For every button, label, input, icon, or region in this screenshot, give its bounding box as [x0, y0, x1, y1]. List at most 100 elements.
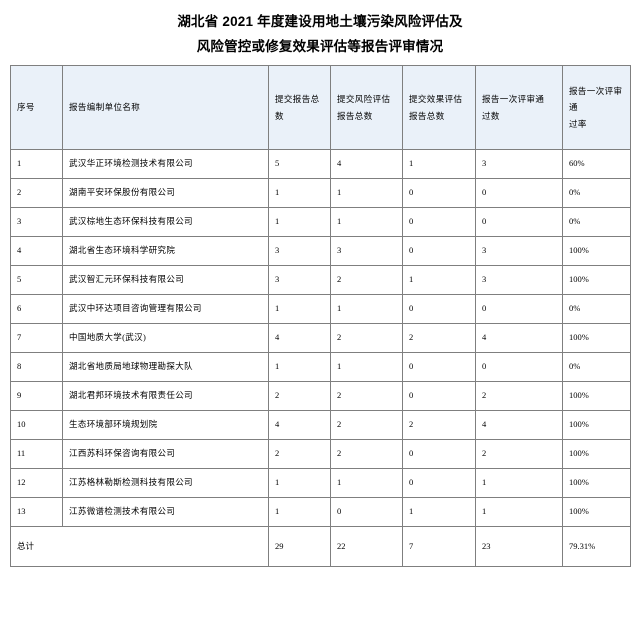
cell-first-pass-count: 1 — [475, 468, 563, 498]
cell-unit-name: 湖北省地质局地球物理勘探大队 — [62, 352, 269, 382]
table-row: 3 武汉棕地生态环保科技有限公司 1 1 0 0 0% — [10, 207, 631, 237]
column-header-risk-line-1: 提交风险评估 — [337, 94, 391, 105]
title-line-2: 风险管控或修复效果评估等报告评审情况 — [196, 39, 444, 54]
cell-first-pass-rate: 100% — [562, 381, 631, 411]
cell-risk-assessment-total: 2 — [330, 410, 403, 440]
cell-first-pass-rate: 100% — [562, 410, 631, 440]
cell-effect-assessment-total: 1 — [402, 497, 476, 527]
cell-submitted-total: 4 — [268, 323, 331, 353]
cell-effect-assessment-total: 2 — [402, 410, 476, 440]
cell-submitted-total: 4 — [268, 410, 331, 440]
cell-total-submitted-total: 29 — [268, 526, 331, 567]
table-row: 9 湖北君邦环境技术有限责任公司 2 2 0 2 100% — [10, 381, 631, 411]
cell-risk-assessment-total: 2 — [330, 323, 403, 353]
cell-risk-assessment-total: 0 — [330, 497, 403, 527]
cell-first-pass-count: 2 — [475, 381, 563, 411]
cell-effect-assessment-total: 0 — [402, 381, 476, 411]
cell-unit-name: 武汉华正环境检测技术有限公司 — [62, 149, 269, 179]
document-title: 湖北省 2021 年度建设用地土壤污染风险评估及 风险管控或修复效果评估等报告评… — [0, 0, 640, 59]
report-table: 序号 报告编制单位名称 提交报告总数 提交风险评估 报告总数 提交效果评估 报告… — [10, 65, 631, 567]
cell-first-pass-count: 3 — [475, 149, 563, 179]
cell-first-pass-rate: 100% — [562, 439, 631, 469]
cell-effect-assessment-total: 1 — [402, 265, 476, 295]
title-line-1: 湖北省 2021 年度建设用地土壤污染风险评估及 — [177, 14, 463, 29]
cell-risk-assessment-total: 2 — [330, 381, 403, 411]
cell-first-pass-rate: 0% — [562, 207, 631, 237]
cell-unit-name: 江苏微谱检测技术有限公司 — [62, 497, 269, 527]
cell-index: 5 — [10, 265, 63, 295]
cell-first-pass-count: 0 — [475, 294, 563, 324]
column-header-effect-line-2: 报告总数 — [409, 110, 445, 121]
cell-first-pass-count: 1 — [475, 497, 563, 527]
cell-first-pass-count: 4 — [475, 410, 563, 440]
table-row: 8 湖北省地质局地球物理勘探大队 1 1 0 0 0% — [10, 352, 631, 382]
cell-index: 7 — [10, 323, 63, 353]
cell-first-pass-rate: 100% — [562, 468, 631, 498]
cell-first-pass-rate: 0% — [562, 352, 631, 382]
table-body: 1 武汉华正环境检测技术有限公司 5 4 1 3 6 0% 2 湖南平安环保股份有… — [10, 149, 631, 567]
cell-total-effect-assessment-total: 7 — [402, 526, 476, 567]
table-row: 6 武汉中环达项目咨询管理有限公司 1 1 0 0 0% — [10, 294, 631, 324]
cell-index: 6 — [10, 294, 63, 324]
cell-submitted-total: 1 — [268, 294, 331, 324]
cell-risk-assessment-total: 3 — [330, 236, 403, 266]
cell-effect-assessment-total: 0 — [402, 294, 476, 324]
cell-index: 13 — [10, 497, 63, 527]
column-header-first-pass-count: 报告一次评审通 过数 — [475, 65, 563, 150]
column-header-risk-line-2: 报告总数 — [337, 110, 373, 121]
column-header-effect-assessment-total: 提交效果评估 报告总数 — [402, 65, 476, 150]
cell-first-pass-count: 3 — [475, 265, 563, 295]
table-row: 13 江苏微谱检测技术有限公司 1 0 1 1 100% — [10, 497, 631, 527]
cell-risk-assessment-total: 1 — [330, 207, 403, 237]
column-header-unit-name: 报告编制单位名称 — [62, 65, 269, 150]
table-total-row: 总计 29 22 7 23 79.31% — [10, 526, 631, 567]
cell-effect-assessment-total: 0 — [402, 207, 476, 237]
cell-submitted-total: 1 — [268, 497, 331, 527]
column-header-pass-rate-line-1: 报告一次评审通 — [569, 86, 623, 113]
cell-index: 2 — [10, 178, 63, 208]
table-row: 11 江西苏科环保咨询有限公司 2 2 0 2 100% — [10, 439, 631, 469]
cell-index: 10 — [10, 410, 63, 440]
cell-unit-name: 湖南平安环保股份有限公司 — [62, 178, 269, 208]
table-row: 2 湖南平安环保股份有限公司 1 1 0 0 0% — [10, 178, 631, 208]
column-header-index: 序号 — [10, 65, 63, 150]
cell-first-pass-count: 0 — [475, 207, 563, 237]
cell-submitted-total: 2 — [268, 381, 331, 411]
report-table-container: 序号 报告编制单位名称 提交报告总数 提交风险评估 报告总数 提交效果评估 报告… — [10, 65, 631, 567]
cell-effect-assessment-total: 1 — [402, 149, 476, 179]
column-header-pass-rate-line-2: 过率 — [569, 118, 587, 129]
cell-risk-assessment-total: 1 — [330, 178, 403, 208]
column-header-pass-count-line-2: 过数 — [482, 110, 500, 121]
cell-risk-assessment-total: 1 — [330, 468, 403, 498]
cell-effect-assessment-total: 0 — [402, 468, 476, 498]
cell-first-pass-rate: 0% — [562, 294, 631, 324]
cell-total-first-pass-count: 23 — [475, 526, 563, 567]
cell-unit-name: 武汉中环达项目咨询管理有限公司 — [62, 294, 269, 324]
cell-first-pass-count: 3 — [475, 236, 563, 266]
cell-submitted-total: 1 — [268, 178, 331, 208]
cell-index: 11 — [10, 439, 63, 469]
table-row: 12 江苏格林勒斯检测科技有限公司 1 1 0 1 100% — [10, 468, 631, 498]
cell-unit-name: 武汉智汇元环保科技有限公司 — [62, 265, 269, 295]
cell-total-risk-assessment-total: 22 — [330, 526, 403, 567]
cell-submitted-total: 1 — [268, 468, 331, 498]
cell-unit-name: 中国地质大学(武汉) — [62, 323, 269, 353]
cell-first-pass-rate: 100% — [562, 497, 631, 527]
column-header-pass-count-line-1: 报告一次评审通 — [482, 94, 545, 105]
cell-total-label: 总计 — [10, 526, 269, 567]
cell-unit-name: 生态环境部环境规划院 — [62, 410, 269, 440]
cell-first-pass-count: 2 — [475, 439, 563, 469]
cell-risk-assessment-total: 2 — [330, 265, 403, 295]
cell-unit-name: 湖北省生态环境科学研究院 — [62, 236, 269, 266]
cell-index: 4 — [10, 236, 63, 266]
cell-effect-assessment-total: 0 — [402, 236, 476, 266]
cell-submitted-total: 3 — [268, 236, 331, 266]
cell-first-pass-count: 0 — [475, 352, 563, 382]
cell-index: 3 — [10, 207, 63, 237]
cell-index: 12 — [10, 468, 63, 498]
cell-effect-assessment-total: 0 — [402, 439, 476, 469]
cell-effect-assessment-total: 0 — [402, 352, 476, 382]
cell-unit-name: 湖北君邦环境技术有限责任公司 — [62, 381, 269, 411]
table-header: 序号 报告编制单位名称 提交报告总数 提交风险评估 报告总数 提交效果评估 报告… — [10, 65, 631, 150]
